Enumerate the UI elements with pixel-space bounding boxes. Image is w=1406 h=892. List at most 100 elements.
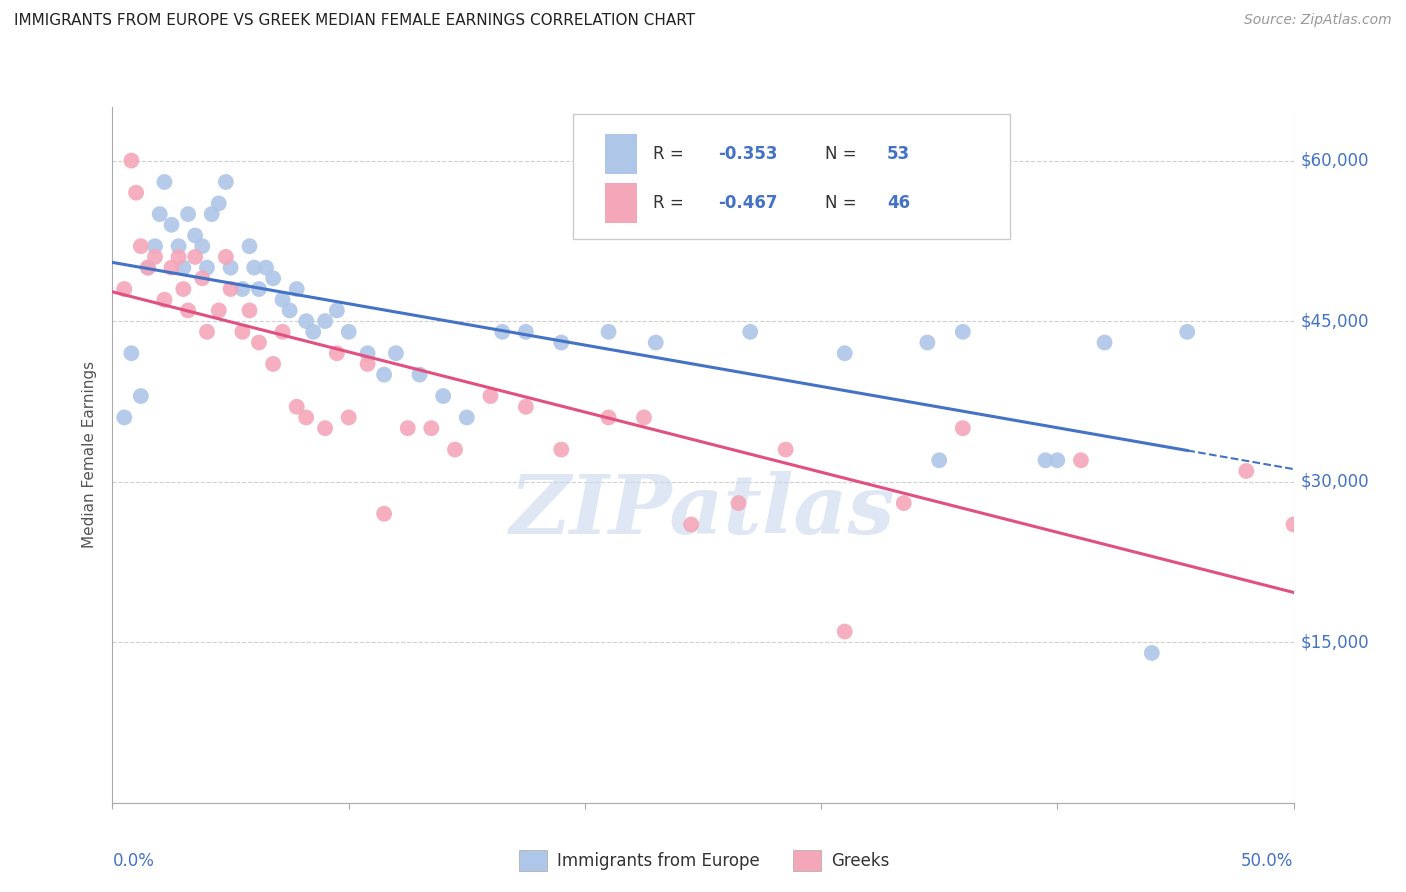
- Point: [373, 368, 395, 382]
- Point: [120, 346, 142, 360]
- Point: [195, 260, 218, 275]
- Point: [444, 442, 467, 457]
- Point: [727, 496, 749, 510]
- Text: Source: ZipAtlas.com: Source: ZipAtlas.com: [1244, 13, 1392, 28]
- Point: [238, 303, 260, 318]
- Point: [208, 303, 231, 318]
- Point: [893, 496, 915, 510]
- Point: [262, 357, 284, 371]
- FancyBboxPatch shape: [605, 183, 637, 222]
- Point: [247, 335, 270, 350]
- Point: [172, 260, 194, 275]
- Point: [191, 271, 214, 285]
- Point: [326, 346, 349, 360]
- Point: [314, 421, 336, 435]
- Point: [550, 335, 572, 350]
- Point: [238, 239, 260, 253]
- Point: [254, 260, 277, 275]
- Point: [337, 410, 360, 425]
- Point: [1140, 646, 1163, 660]
- Point: [928, 453, 950, 467]
- Point: [247, 282, 270, 296]
- Point: [278, 303, 301, 318]
- Point: [326, 303, 349, 318]
- Point: [1094, 335, 1116, 350]
- Text: Immigrants from Europe: Immigrants from Europe: [557, 852, 759, 870]
- Point: [167, 239, 190, 253]
- Point: [314, 314, 336, 328]
- Text: 53: 53: [887, 145, 910, 163]
- Point: [215, 175, 238, 189]
- Text: -0.467: -0.467: [718, 194, 778, 211]
- Point: [231, 282, 253, 296]
- Point: [295, 410, 318, 425]
- Point: [408, 368, 430, 382]
- Point: [373, 507, 395, 521]
- Point: [262, 271, 284, 285]
- Point: [1282, 517, 1305, 532]
- Point: [125, 186, 148, 200]
- Point: [195, 325, 218, 339]
- Point: [834, 346, 856, 360]
- Point: [952, 421, 974, 435]
- Point: [644, 335, 666, 350]
- Point: [191, 239, 214, 253]
- Point: [129, 239, 152, 253]
- Point: [917, 335, 939, 350]
- Text: $15,000: $15,000: [1301, 633, 1369, 651]
- Point: [160, 218, 183, 232]
- Point: [219, 282, 242, 296]
- Point: [136, 260, 159, 275]
- Point: [285, 282, 308, 296]
- Point: [167, 250, 190, 264]
- Text: N =: N =: [825, 194, 862, 211]
- Point: [396, 421, 419, 435]
- Text: 46: 46: [887, 194, 910, 211]
- Point: [356, 357, 378, 371]
- FancyBboxPatch shape: [574, 114, 1010, 239]
- Text: R =: R =: [654, 145, 689, 163]
- Text: ZIPatlas: ZIPatlas: [510, 471, 896, 550]
- Point: [153, 175, 176, 189]
- Point: [285, 400, 308, 414]
- Y-axis label: Median Female Earnings: Median Female Earnings: [82, 361, 97, 549]
- Point: [136, 260, 159, 275]
- Point: [681, 517, 703, 532]
- Point: [550, 442, 572, 457]
- Point: [219, 260, 242, 275]
- Point: [420, 421, 443, 435]
- Point: [1046, 453, 1069, 467]
- Text: IMMIGRANTS FROM EUROPE VS GREEK MEDIAN FEMALE EARNINGS CORRELATION CHART: IMMIGRANTS FROM EUROPE VS GREEK MEDIAN F…: [14, 13, 695, 29]
- Point: [129, 389, 152, 403]
- Text: -0.353: -0.353: [718, 145, 778, 163]
- Point: [143, 250, 166, 264]
- Point: [177, 207, 200, 221]
- Point: [456, 410, 478, 425]
- Text: Greeks: Greeks: [831, 852, 890, 870]
- Point: [215, 250, 238, 264]
- Point: [1070, 453, 1092, 467]
- Point: [177, 303, 200, 318]
- Point: [1175, 325, 1198, 339]
- Point: [302, 325, 325, 339]
- Point: [633, 410, 655, 425]
- Text: 50.0%: 50.0%: [1241, 852, 1294, 870]
- Point: [356, 346, 378, 360]
- Point: [295, 314, 318, 328]
- Point: [491, 325, 513, 339]
- Point: [160, 260, 183, 275]
- Point: [208, 196, 231, 211]
- Point: [153, 293, 176, 307]
- Text: R =: R =: [654, 194, 689, 211]
- Point: [479, 389, 502, 403]
- Point: [775, 442, 797, 457]
- Point: [120, 153, 142, 168]
- Point: [598, 325, 620, 339]
- Point: [515, 400, 537, 414]
- Text: N =: N =: [825, 145, 862, 163]
- Point: [740, 325, 762, 339]
- Point: [243, 260, 266, 275]
- Point: [515, 325, 537, 339]
- Point: [385, 346, 408, 360]
- Point: [432, 389, 454, 403]
